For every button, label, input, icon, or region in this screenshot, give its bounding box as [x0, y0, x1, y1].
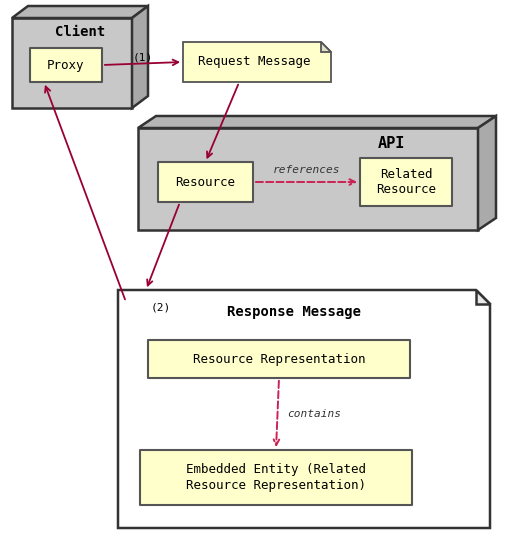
Polygon shape [183, 42, 331, 82]
Text: API: API [378, 137, 406, 152]
Text: Embedded Entity (Related
Resource Representation): Embedded Entity (Related Resource Repres… [186, 464, 366, 492]
Polygon shape [138, 116, 496, 128]
Polygon shape [118, 290, 490, 528]
Bar [30, 48, 102, 82]
Text: Request Message: Request Message [198, 55, 311, 68]
Bar [148, 340, 410, 378]
Bar [140, 450, 412, 505]
Text: contains: contains [287, 409, 341, 419]
Bar [360, 158, 452, 206]
Text: (1): (1) [133, 53, 153, 63]
Bar [158, 162, 253, 202]
Text: (2): (2) [151, 303, 171, 313]
Polygon shape [12, 6, 148, 18]
Bar [12, 18, 132, 108]
Text: references: references [273, 165, 340, 175]
Polygon shape [321, 42, 331, 52]
Text: Client: Client [55, 25, 105, 39]
Polygon shape [476, 290, 490, 304]
Bar [138, 128, 478, 230]
Text: Resource Representation: Resource Representation [193, 352, 365, 365]
Polygon shape [132, 6, 148, 108]
Text: Related
Resource: Related Resource [376, 168, 436, 196]
Text: Resource: Resource [176, 175, 236, 188]
Text: Proxy: Proxy [47, 59, 85, 72]
Text: Response Message: Response Message [227, 305, 361, 319]
Polygon shape [478, 116, 496, 230]
